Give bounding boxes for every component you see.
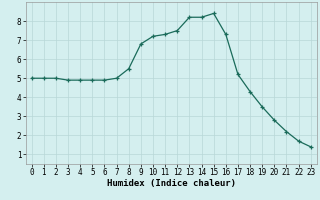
X-axis label: Humidex (Indice chaleur): Humidex (Indice chaleur) [107,179,236,188]
